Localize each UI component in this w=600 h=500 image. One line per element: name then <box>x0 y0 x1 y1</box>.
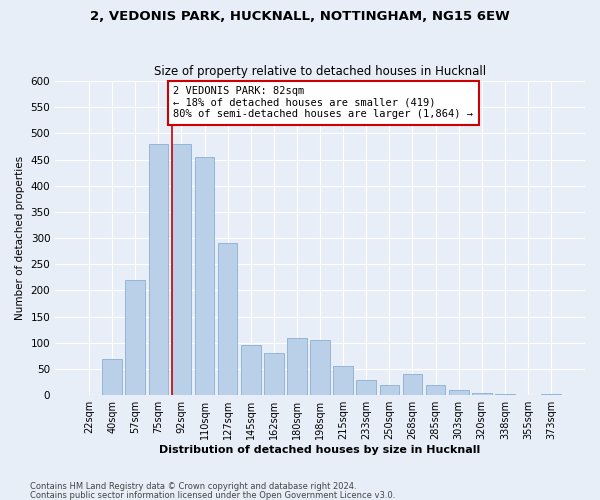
Bar <box>125 280 145 395</box>
Bar <box>149 144 168 395</box>
Bar <box>310 340 330 395</box>
Bar <box>218 244 238 395</box>
Text: Contains public sector information licensed under the Open Government Licence v3: Contains public sector information licen… <box>30 490 395 500</box>
Title: Size of property relative to detached houses in Hucknall: Size of property relative to detached ho… <box>154 66 486 78</box>
Bar <box>426 384 445 395</box>
Bar <box>103 358 122 395</box>
Bar <box>264 354 284 395</box>
Bar <box>403 374 422 395</box>
Bar <box>287 338 307 395</box>
Bar <box>472 392 491 395</box>
X-axis label: Distribution of detached houses by size in Hucknall: Distribution of detached houses by size … <box>160 445 481 455</box>
Bar <box>195 157 214 395</box>
Bar <box>495 394 515 395</box>
Bar <box>241 346 260 395</box>
Y-axis label: Number of detached properties: Number of detached properties <box>15 156 25 320</box>
Text: 2 VEDONIS PARK: 82sqm
← 18% of detached houses are smaller (419)
80% of semi-det: 2 VEDONIS PARK: 82sqm ← 18% of detached … <box>173 86 473 120</box>
Bar <box>356 380 376 395</box>
Bar <box>449 390 469 395</box>
Bar <box>172 144 191 395</box>
Text: 2, VEDONIS PARK, HUCKNALL, NOTTINGHAM, NG15 6EW: 2, VEDONIS PARK, HUCKNALL, NOTTINGHAM, N… <box>90 10 510 23</box>
Bar <box>334 366 353 395</box>
Bar <box>380 384 399 395</box>
Text: Contains HM Land Registry data © Crown copyright and database right 2024.: Contains HM Land Registry data © Crown c… <box>30 482 356 491</box>
Bar <box>541 394 561 395</box>
